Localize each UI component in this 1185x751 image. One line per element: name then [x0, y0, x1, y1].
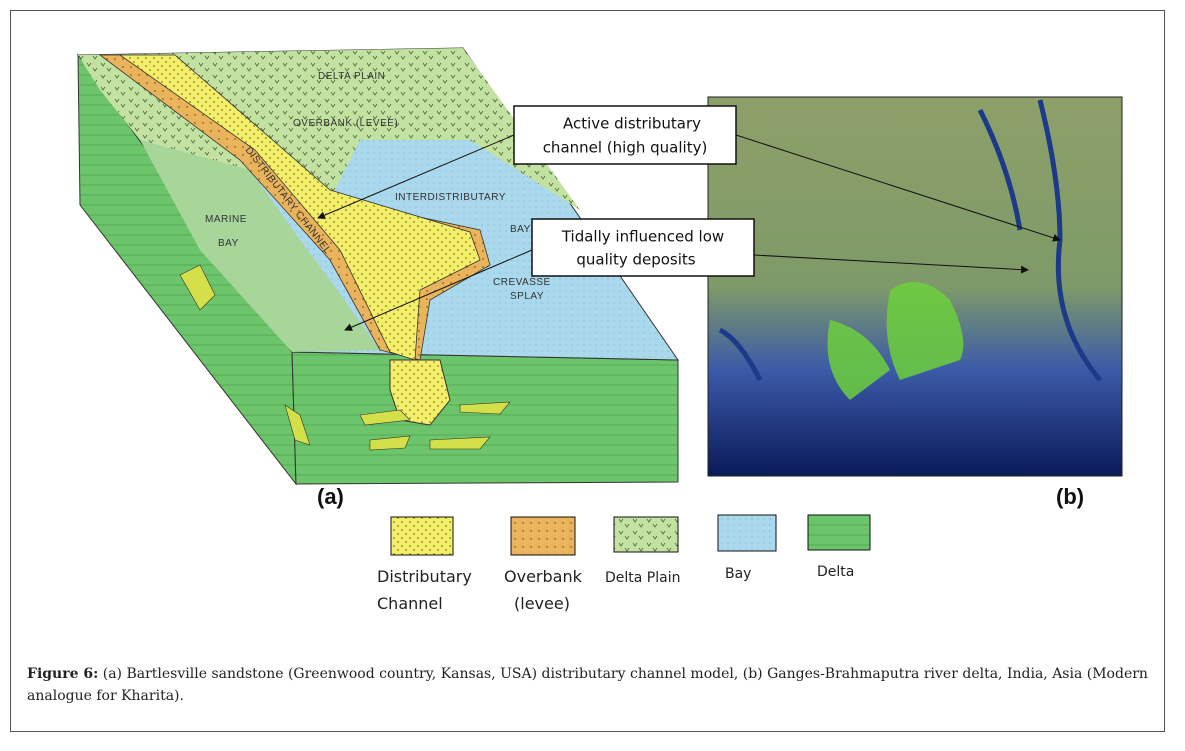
- label: CREVASSE: [493, 277, 551, 288]
- legend-label: Delta: [817, 564, 854, 580]
- legend-label: (levee): [514, 594, 570, 613]
- levee-plain: [140, 140, 380, 352]
- arrow: [753, 254, 1029, 274]
- label: INTERDISTRIBUTARY: [395, 192, 506, 203]
- legend-label: Distributary: [377, 567, 472, 586]
- callout-text: Tidally influenced low: [561, 228, 724, 246]
- callout-box: [513, 105, 737, 165]
- mangrove: [827, 282, 964, 400]
- callout-text: Active distributary: [563, 115, 701, 133]
- caption: Figure 6: (a) Bartlesville sandstone (Gr…: [27, 663, 1155, 707]
- label: OVERBANK (LEVEE): [293, 118, 398, 129]
- channel-section: [389, 359, 451, 426]
- block-front-face: [291, 351, 679, 485]
- label: BAY: [510, 224, 531, 235]
- callout-text: channel (high quality): [543, 139, 708, 157]
- legend-swatch: [807, 514, 871, 551]
- label: SPLAY: [510, 291, 544, 302]
- arrow: [344, 249, 533, 331]
- arrow: [317, 134, 515, 219]
- label: MARINE: [205, 214, 247, 225]
- arrow: [735, 134, 1061, 242]
- label: DELTA PLAIN: [318, 71, 385, 82]
- caption-label: Figure 6:: [27, 666, 99, 682]
- legend-label: Channel: [377, 594, 443, 613]
- legend-swatch: [390, 516, 454, 556]
- channel: [118, 54, 481, 361]
- legend-swatch: [717, 514, 777, 552]
- legend-swatch: [510, 516, 576, 556]
- callout-text: quality deposits: [576, 251, 695, 269]
- legend-swatch: [613, 516, 679, 553]
- legend-label: Overbank: [504, 567, 583, 586]
- figure-frame: [10, 10, 1165, 732]
- caption-text: (a) Bartlesville sandstone (Greenwood co…: [27, 666, 1148, 704]
- callout-box: [531, 218, 755, 277]
- legend-label: Delta Plain: [605, 570, 680, 586]
- label: BAY: [218, 238, 239, 249]
- panel-tag: (a): [317, 484, 344, 509]
- panel-tag: (b): [1056, 484, 1084, 509]
- sand-lenses: [179, 264, 511, 451]
- legend-label: Bay: [725, 566, 751, 582]
